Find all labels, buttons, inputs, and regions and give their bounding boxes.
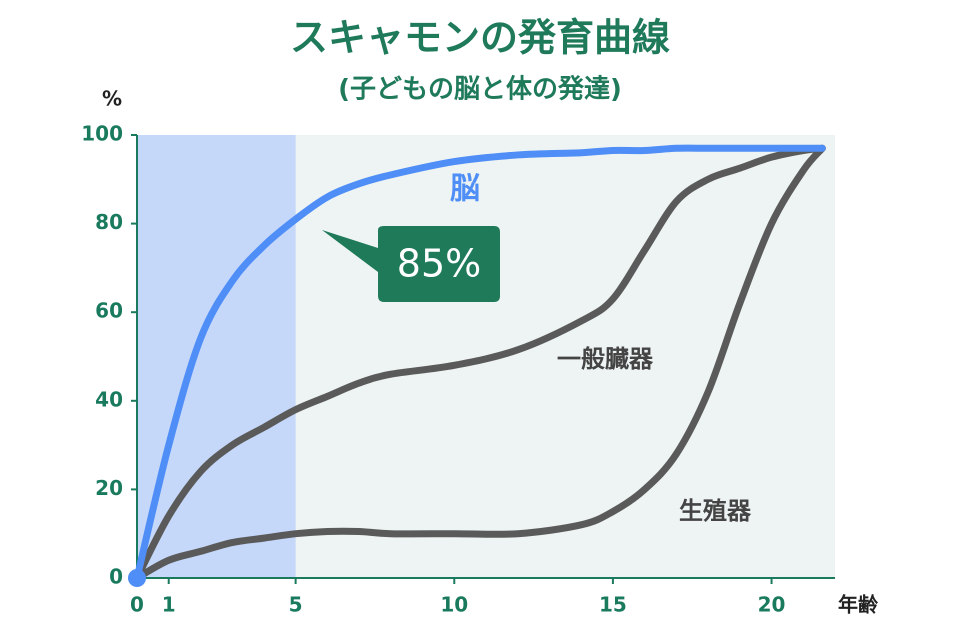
x-tick-label: 15: [599, 593, 627, 617]
x-tick-label: 0: [130, 593, 144, 617]
series-label: 一般臓器: [557, 345, 654, 373]
y-tick-label: 40: [95, 387, 123, 411]
y-tick-label: 100: [81, 122, 123, 146]
callout-text: 85%: [397, 242, 481, 286]
x-axis-label: 年齢: [838, 593, 879, 617]
y-axis-label: %: [102, 87, 122, 111]
callout-box: [322, 226, 500, 302]
y-tick-label: 20: [95, 476, 123, 500]
series-line: [133, 144, 826, 582]
series-label: 生殖器: [679, 497, 752, 525]
x-tick-label: 1: [162, 593, 176, 617]
y-tick-label: 0: [109, 565, 123, 589]
x-tick-label: 5: [289, 593, 303, 617]
x-tick-label: 20: [758, 593, 786, 617]
highlight-band: [137, 135, 296, 578]
x-tick-label: 10: [440, 593, 468, 617]
chart-title: スキャモンの発育曲線: [290, 16, 670, 60]
y-tick-label: 60: [95, 299, 123, 323]
y-tick-label: 80: [95, 210, 123, 234]
series-label: 脳: [450, 172, 480, 207]
chart-subtitle: (子どもの脳と体の発達): [338, 75, 622, 105]
series-line: [133, 144, 826, 582]
origin-dot: [128, 569, 146, 587]
series-line: [133, 144, 826, 582]
